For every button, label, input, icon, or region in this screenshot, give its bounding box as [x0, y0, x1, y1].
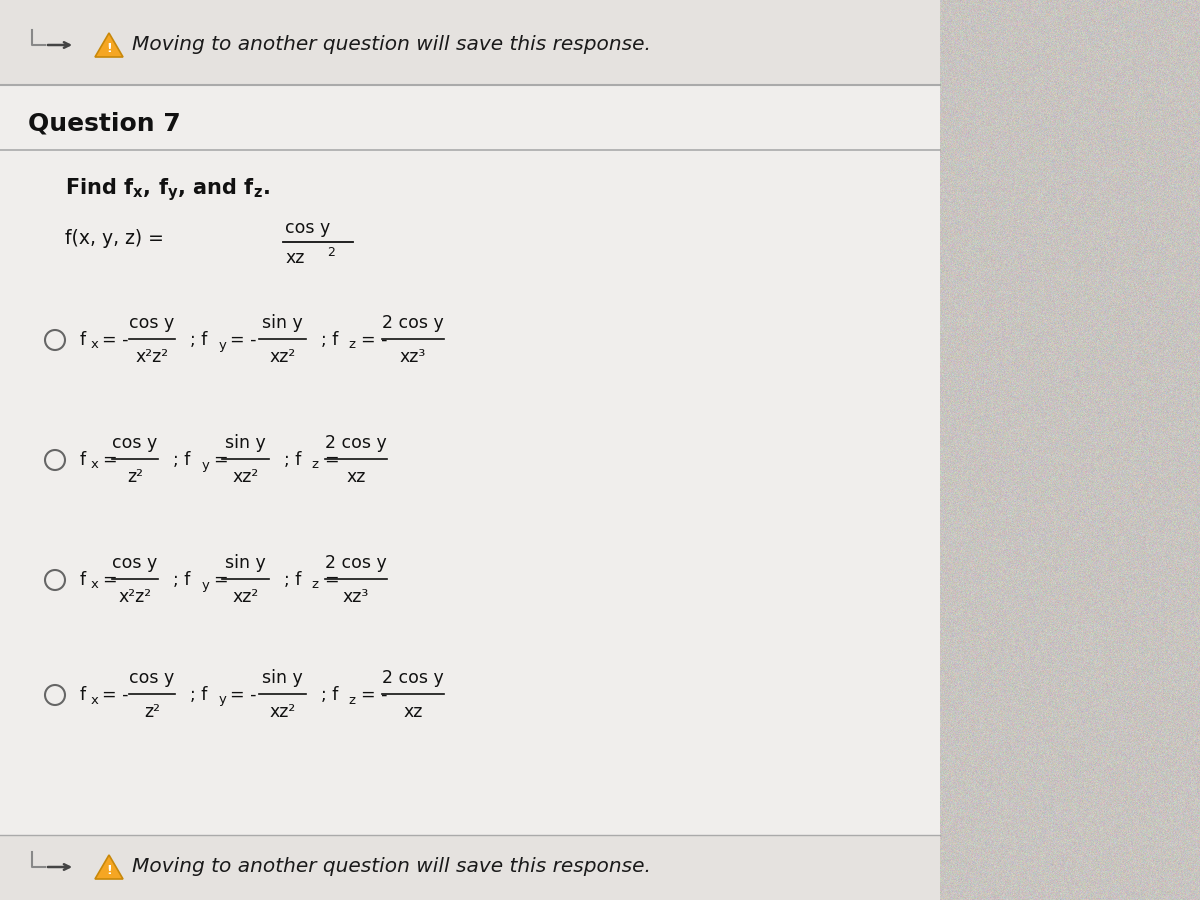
- Text: z²: z²: [144, 703, 160, 721]
- Text: ; f: ; f: [191, 686, 208, 704]
- Text: = -: = -: [361, 331, 388, 349]
- Text: ; f: ; f: [191, 331, 208, 349]
- Text: xz²: xz²: [233, 588, 258, 606]
- Text: cos y: cos y: [130, 314, 175, 332]
- Text: xz: xz: [286, 249, 305, 267]
- Text: xz²: xz²: [269, 348, 295, 366]
- Text: z: z: [312, 579, 319, 591]
- Text: f: f: [80, 686, 86, 704]
- Text: =: =: [324, 571, 338, 589]
- Text: f: f: [80, 331, 86, 349]
- Text: Question 7: Question 7: [28, 111, 181, 135]
- Text: sin y: sin y: [262, 314, 302, 332]
- Text: xz: xz: [346, 468, 366, 486]
- Text: 2 cos y: 2 cos y: [325, 554, 386, 572]
- Text: ; f: ; f: [320, 686, 338, 704]
- Text: !: !: [106, 42, 112, 56]
- Text: = -: = -: [230, 686, 257, 704]
- Text: f(x, y, z) =: f(x, y, z) =: [65, 229, 164, 248]
- Text: 2 cos y: 2 cos y: [382, 314, 444, 332]
- Text: xz³: xz³: [342, 588, 368, 606]
- Text: x: x: [91, 579, 98, 591]
- Text: sin y: sin y: [226, 554, 265, 572]
- Text: !: !: [106, 865, 112, 878]
- Text: Find $\mathbf{f_x}$, $\mathbf{f_y}$, and $\mathbf{f_z}$.: Find $\mathbf{f_x}$, $\mathbf{f_y}$, and…: [65, 176, 270, 203]
- Text: cos y: cos y: [130, 669, 175, 687]
- Text: x: x: [91, 694, 98, 706]
- Text: f: f: [80, 571, 86, 589]
- Text: z: z: [349, 694, 355, 706]
- Text: f: f: [80, 451, 86, 469]
- Text: x²z²: x²z²: [136, 348, 168, 366]
- Text: xz²: xz²: [233, 468, 258, 486]
- Text: x: x: [91, 458, 98, 472]
- Bar: [0, 0, 940, 900]
- Text: =: =: [324, 451, 338, 469]
- Text: ; f: ; f: [283, 571, 301, 589]
- Bar: [0, 835, 940, 900]
- Text: xz³: xz³: [400, 348, 426, 366]
- Text: =: =: [214, 571, 228, 589]
- Polygon shape: [95, 855, 124, 879]
- Text: =: =: [102, 451, 116, 469]
- Text: = -: = -: [361, 686, 388, 704]
- Text: 2 cos y: 2 cos y: [382, 669, 444, 687]
- Text: x²z²: x²z²: [119, 588, 151, 606]
- Text: = -: = -: [102, 331, 128, 349]
- Text: z²: z²: [127, 468, 143, 486]
- Text: = -: = -: [102, 686, 128, 704]
- Text: y: y: [202, 579, 209, 591]
- Text: ; f: ; f: [173, 451, 191, 469]
- Text: ; f: ; f: [173, 571, 191, 589]
- Text: ; f: ; f: [320, 331, 338, 349]
- Text: cos y: cos y: [113, 554, 157, 572]
- Text: xz: xz: [403, 703, 422, 721]
- Text: cos y: cos y: [113, 434, 157, 452]
- Text: sin y: sin y: [262, 669, 302, 687]
- Polygon shape: [95, 33, 124, 57]
- Text: y: y: [218, 338, 227, 352]
- Text: = -: = -: [230, 331, 257, 349]
- Text: ; f: ; f: [283, 451, 301, 469]
- Text: sin y: sin y: [226, 434, 265, 452]
- Bar: [0, 0, 940, 85]
- Text: x: x: [91, 338, 98, 352]
- Text: xz²: xz²: [269, 703, 295, 721]
- Text: Moving to another question will save this response.: Moving to another question will save thi…: [132, 35, 650, 55]
- Text: z: z: [312, 458, 319, 472]
- Text: 2: 2: [326, 246, 335, 258]
- Text: =: =: [102, 571, 116, 589]
- Text: z: z: [349, 338, 355, 352]
- Text: =: =: [214, 451, 228, 469]
- Text: cos y: cos y: [286, 219, 330, 237]
- Text: 2 cos y: 2 cos y: [325, 434, 386, 452]
- Text: Moving to another question will save this response.: Moving to another question will save thi…: [132, 858, 650, 877]
- Text: y: y: [202, 458, 209, 472]
- Text: y: y: [218, 694, 227, 706]
